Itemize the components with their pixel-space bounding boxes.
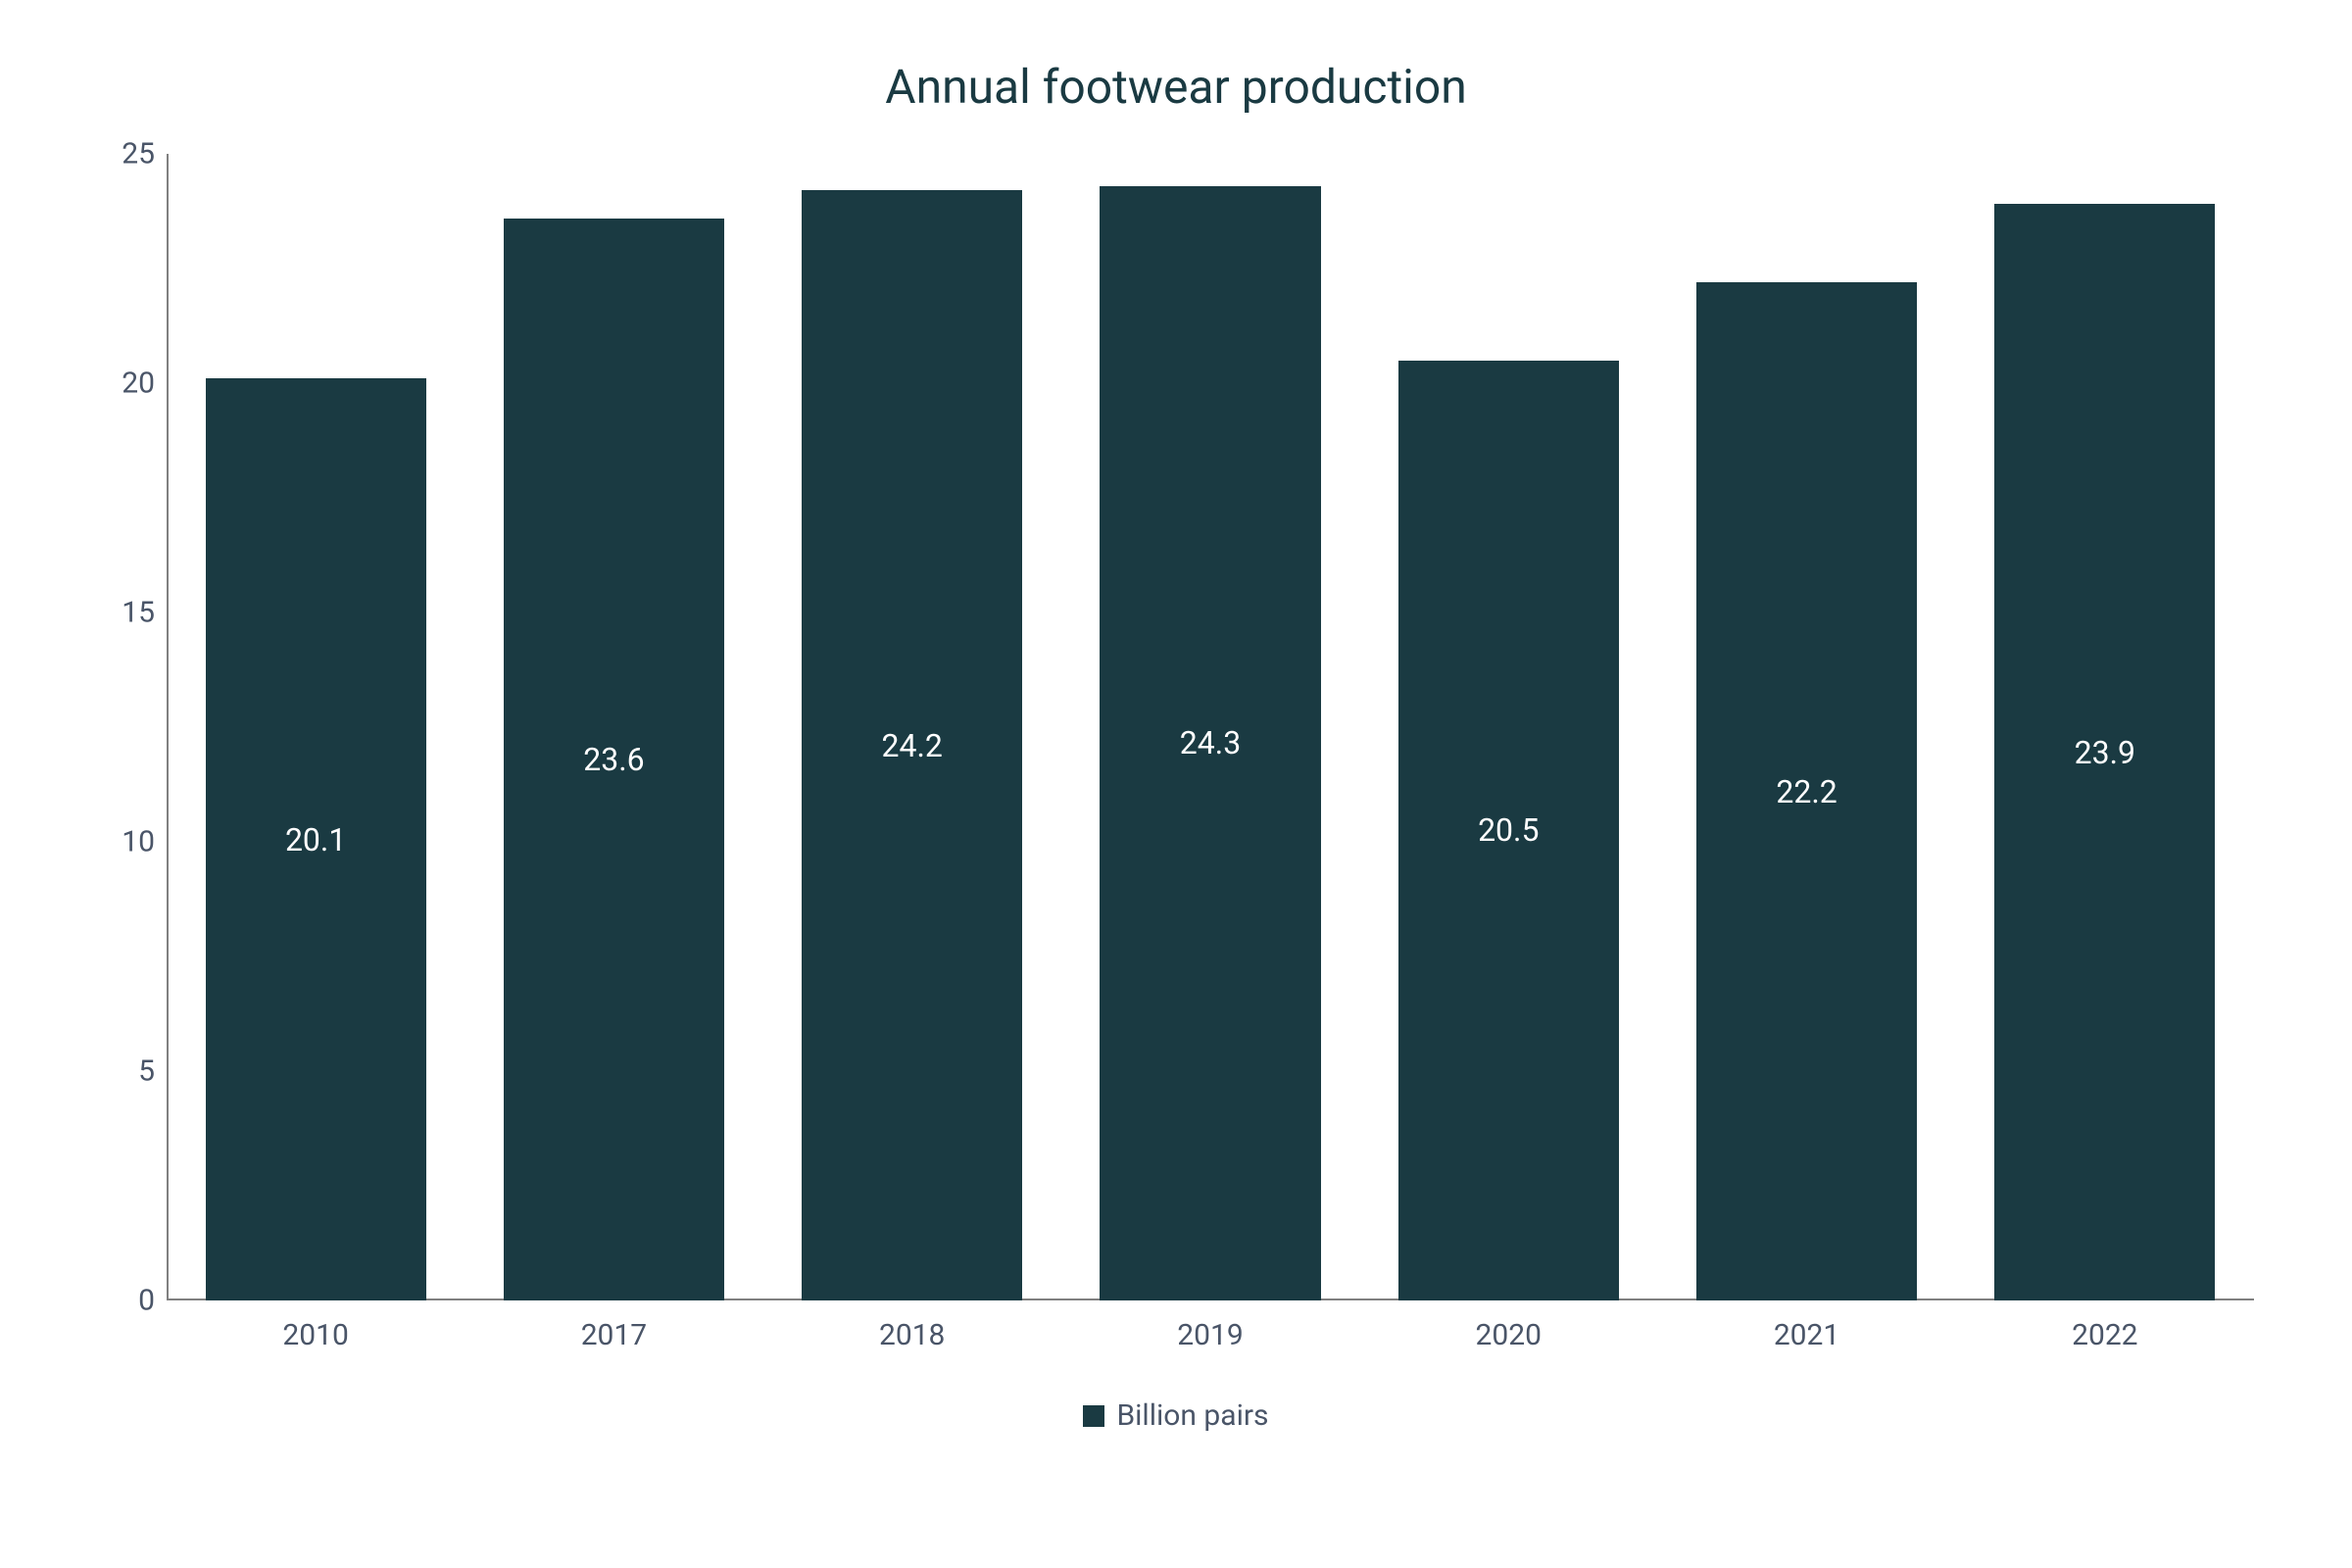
- bars-container: 20.1 23.6 24.2 24.3 20.5 22.2 23.9: [167, 154, 2254, 1300]
- bar: 20.5: [1398, 361, 1619, 1300]
- bar-value-label: 24.2: [882, 727, 943, 764]
- bar-value-label: 22.2: [1776, 773, 1837, 810]
- bar-wrapper: 24.2: [763, 154, 1061, 1300]
- legend-swatch: [1083, 1405, 1104, 1427]
- bar: 22.2: [1696, 282, 1917, 1300]
- legend-label: Billion pairs: [1116, 1398, 1268, 1433]
- bar-wrapper: 23.6: [465, 154, 762, 1300]
- bar: 20.1: [206, 378, 426, 1300]
- bar-value-label: 24.3: [1180, 724, 1241, 761]
- bar-value-label: 23.9: [2075, 734, 2135, 771]
- bar-wrapper: 20.5: [1359, 154, 1657, 1300]
- x-tick: 2021: [1657, 1318, 1955, 1352]
- y-tick: 5: [138, 1054, 155, 1089]
- bar: 23.9: [1994, 204, 2215, 1300]
- bar-value-label: 20.1: [285, 821, 346, 858]
- bar: 23.6: [504, 219, 724, 1300]
- y-tick: 15: [122, 596, 155, 630]
- bar-wrapper: 20.1: [167, 154, 465, 1300]
- bar: 24.3: [1100, 186, 1320, 1300]
- y-axis: 0510152025: [118, 154, 167, 1300]
- bar-value-label: 20.5: [1478, 811, 1539, 849]
- bar-wrapper: 22.2: [1657, 154, 1955, 1300]
- x-tick: 2019: [1061, 1318, 1359, 1352]
- x-axis: 2010201720182019202020212022: [167, 1300, 2254, 1379]
- bar-wrapper: 24.3: [1061, 154, 1359, 1300]
- bar: 24.2: [802, 190, 1022, 1300]
- y-tick: 10: [122, 825, 155, 859]
- y-tick: 25: [122, 137, 155, 172]
- x-tick: 2022: [1956, 1318, 2254, 1352]
- x-tick: 2020: [1359, 1318, 1657, 1352]
- chart-area: 0510152025 20.123.624.224.320.522.223.9 …: [118, 154, 2254, 1379]
- chart-title: Annual footwear production: [59, 59, 2293, 115]
- y-tick: 20: [122, 367, 155, 401]
- x-tick: 2017: [465, 1318, 762, 1352]
- chart-container: Annual footwear production 0 5 10 15 20 25 20…: [0, 0, 2352, 1568]
- bar-value-label: 23.6: [583, 741, 644, 778]
- x-tick: 2010: [167, 1318, 465, 1352]
- bar-wrapper: 23.9: [1956, 154, 2254, 1300]
- x-tick: 2018: [763, 1318, 1061, 1352]
- legend: Billion pairs: [59, 1398, 2293, 1433]
- y-tick: 0: [138, 1284, 155, 1318]
